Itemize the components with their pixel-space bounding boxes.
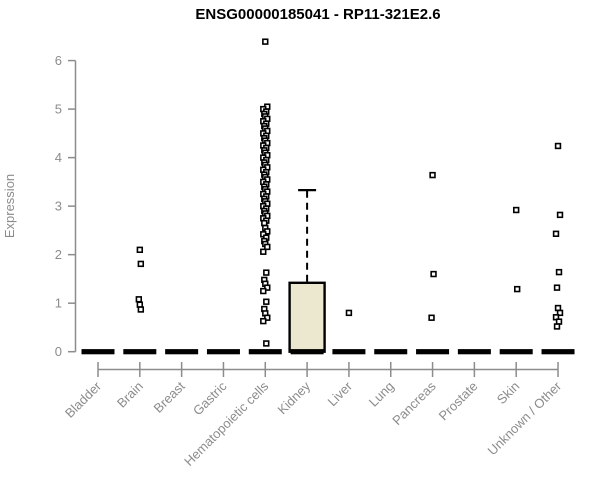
x-tick-label: Pancreas: [389, 378, 439, 428]
category-skin: [499, 206, 533, 355]
y-tick-label: 5: [55, 102, 62, 117]
category-lung: [374, 349, 408, 355]
x-tick-label: Unknown / Other: [485, 378, 565, 458]
outlier-point: [136, 246, 144, 254]
outlier-point: [260, 317, 267, 325]
median-bar: [332, 349, 366, 355]
outlier-point: [552, 230, 560, 237]
x-tick-label: Bladder: [62, 378, 105, 421]
median-bar: [248, 349, 282, 355]
x-tick-label: Kidney: [275, 378, 314, 417]
outlier-point: [554, 142, 562, 150]
outlier-point: [137, 306, 145, 313]
median-bar: [499, 349, 533, 355]
category-hematopoietic-cells: [248, 38, 282, 355]
outlier-point: [263, 340, 270, 347]
x-tick-label: Prostate: [436, 379, 481, 424]
chart-title: ENSG00000185041 - RP11-321E2.6: [195, 6, 440, 23]
category-brain: [123, 246, 157, 355]
outlier-point: [430, 270, 437, 278]
x-tick-label: Lung: [366, 379, 397, 410]
median-bar: [457, 349, 491, 355]
median-bar: [541, 349, 575, 355]
y-tick-label: 0: [55, 344, 62, 359]
y-tick-label: 4: [55, 150, 62, 165]
median-bar: [123, 349, 157, 355]
median-bar: [416, 349, 450, 355]
outlier-point: [262, 38, 269, 45]
median-bar: [165, 349, 199, 355]
category-liver: [332, 309, 366, 355]
y-tick-label: 3: [55, 199, 62, 214]
outlier-point: [263, 298, 270, 305]
median-bar: [81, 349, 115, 355]
category-unknown-other: [541, 142, 575, 355]
category-gastric: [206, 349, 240, 355]
median-bar: [206, 349, 240, 355]
median-bar: [374, 349, 408, 355]
outlier-point: [555, 268, 563, 276]
x-tick-label: Skin: [494, 379, 522, 407]
outlier-point: [429, 171, 436, 179]
median-bar: [290, 349, 324, 355]
outlier-point: [263, 269, 270, 276]
category-pancreas: [416, 171, 450, 355]
category-kidney: [288, 189, 326, 355]
y-tick-label: 2: [55, 247, 62, 262]
outlier-point: [512, 206, 520, 214]
outlier-point: [264, 284, 271, 291]
y-tick-label: 6: [55, 53, 62, 68]
outlier-point: [264, 243, 271, 251]
outlier-point: [553, 284, 561, 291]
outlier-point: [260, 248, 267, 255]
outlier-point: [556, 309, 564, 317]
outlier-point: [553, 323, 561, 330]
category-prostate: [457, 349, 491, 355]
x-tick-label: Brain: [114, 379, 146, 411]
outlier-point: [345, 309, 353, 317]
outlier-point: [264, 314, 271, 321]
outlier-point: [137, 260, 145, 268]
y-axis-label: Expression: [2, 174, 17, 238]
box: [288, 281, 326, 353]
x-tick-label: Gastric: [190, 378, 230, 418]
outlier-point: [135, 296, 143, 303]
outlier-point: [260, 287, 267, 295]
category-bladder: [81, 349, 115, 355]
outlier-point: [556, 211, 564, 219]
outlier-point: [513, 285, 521, 293]
x-tick-label: Liver: [325, 378, 356, 409]
outlier-point: [428, 314, 435, 321]
y-tick-label: 1: [55, 296, 62, 311]
category-breast: [165, 349, 199, 355]
x-tick-label: Breast: [151, 378, 188, 415]
